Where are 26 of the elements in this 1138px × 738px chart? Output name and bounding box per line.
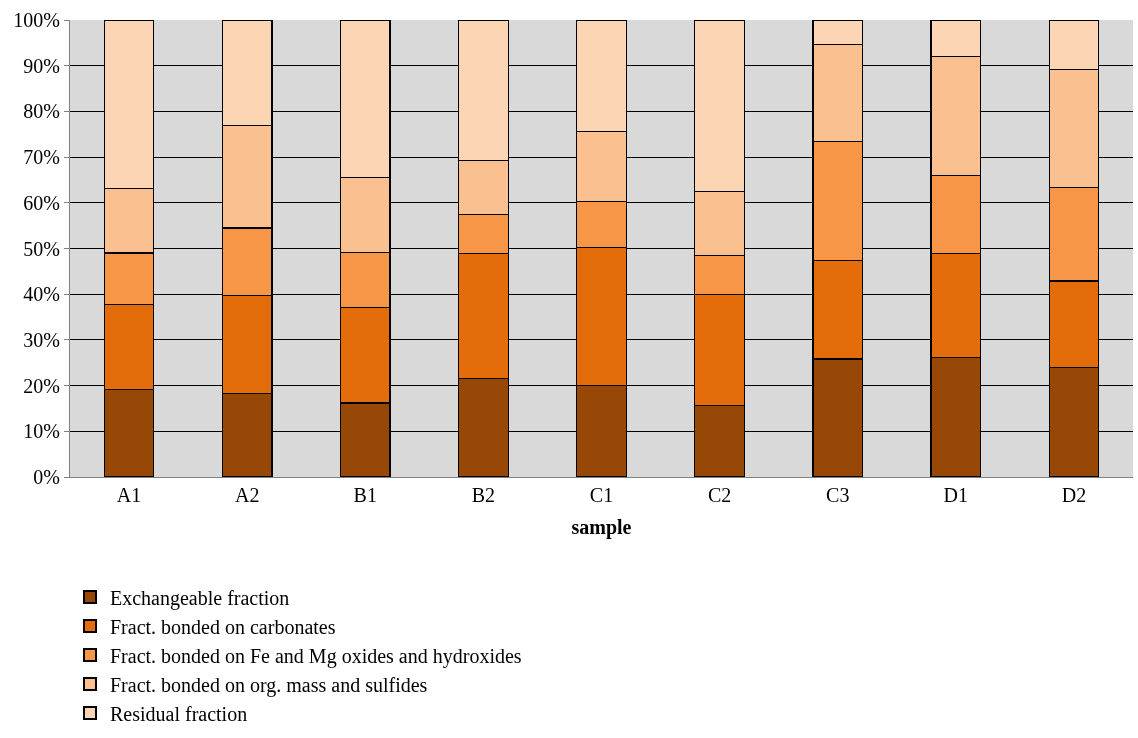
y-tick-label: 70% [23, 146, 60, 169]
x-tick-label: B1 [353, 484, 377, 506]
legend-label: Residual fraction [110, 702, 248, 725]
y-tick-label: 100% [13, 9, 60, 31]
x-tick-label: C1 [589, 484, 614, 506]
x-tick-label: C2 [707, 484, 732, 506]
y-tick-label: 30% [23, 328, 60, 351]
legend-label: Exchangeable fraction [110, 586, 290, 610]
y-tick-label: 0% [33, 466, 60, 488]
y-tick-label: 90% [23, 54, 60, 77]
legend-label: Fract. bonded on Fe and Mg oxides and hydroxides [110, 644, 522, 668]
y-tick-label: 50% [23, 237, 60, 260]
legend-label: Fract. bonded on org. mass and sulfides [110, 673, 428, 697]
x-tick-label: C3 [826, 484, 850, 506]
x-axis-title: sample [571, 515, 632, 539]
y-tick-label: 20% [23, 374, 60, 397]
x-tick-label: B2 [471, 484, 496, 506]
legend-label: Fract. bonded on carbonates [110, 615, 336, 638]
y-tick-label: 40% [23, 283, 60, 306]
y-tick-label: 10% [23, 420, 60, 443]
x-tick-label: A1 [116, 484, 142, 506]
y-tick-label: 80% [23, 100, 60, 123]
x-tick-label: D1 [943, 484, 969, 506]
x-tick-label: A2 [234, 484, 260, 506]
y-tick-label: 60% [23, 191, 60, 214]
x-tick-label: D2 [1061, 484, 1087, 506]
